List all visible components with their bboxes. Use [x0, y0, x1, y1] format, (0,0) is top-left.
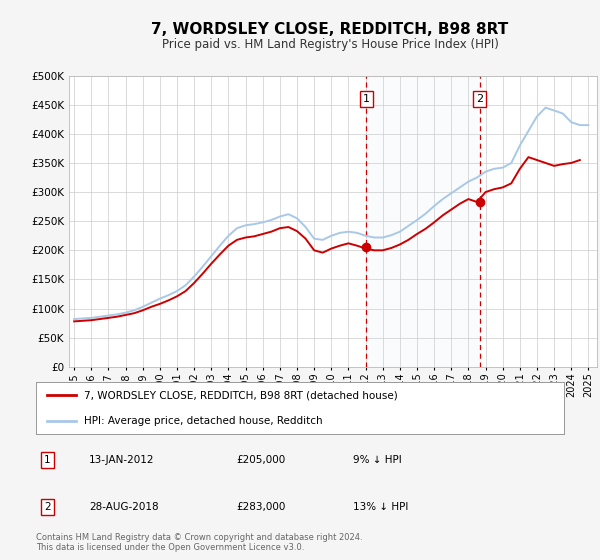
Text: Contains HM Land Registry data © Crown copyright and database right 2024.: Contains HM Land Registry data © Crown c… — [36, 533, 362, 542]
Text: 7, WORDSLEY CLOSE, REDDITCH, B98 8RT: 7, WORDSLEY CLOSE, REDDITCH, B98 8RT — [151, 22, 509, 38]
Text: HPI: Average price, detached house, Redditch: HPI: Average price, detached house, Redd… — [83, 416, 322, 426]
Text: 7, WORDSLEY CLOSE, REDDITCH, B98 8RT (detached house): 7, WORDSLEY CLOSE, REDDITCH, B98 8RT (de… — [83, 390, 397, 400]
Text: £205,000: £205,000 — [236, 455, 286, 465]
Text: 1: 1 — [363, 94, 370, 104]
Text: 13% ↓ HPI: 13% ↓ HPI — [353, 502, 408, 512]
Text: 28-AUG-2018: 28-AUG-2018 — [89, 502, 158, 512]
Text: £283,000: £283,000 — [236, 502, 286, 512]
Text: Price paid vs. HM Land Registry's House Price Index (HPI): Price paid vs. HM Land Registry's House … — [161, 38, 499, 51]
Text: 2: 2 — [476, 94, 484, 104]
Bar — [366, 76, 480, 367]
Text: 1: 1 — [44, 455, 51, 465]
Text: This data is licensed under the Open Government Licence v3.0.: This data is licensed under the Open Gov… — [36, 543, 304, 552]
Text: 9% ↓ HPI: 9% ↓ HPI — [353, 455, 401, 465]
Text: 2: 2 — [44, 502, 51, 512]
Text: 13-JAN-2012: 13-JAN-2012 — [89, 455, 154, 465]
